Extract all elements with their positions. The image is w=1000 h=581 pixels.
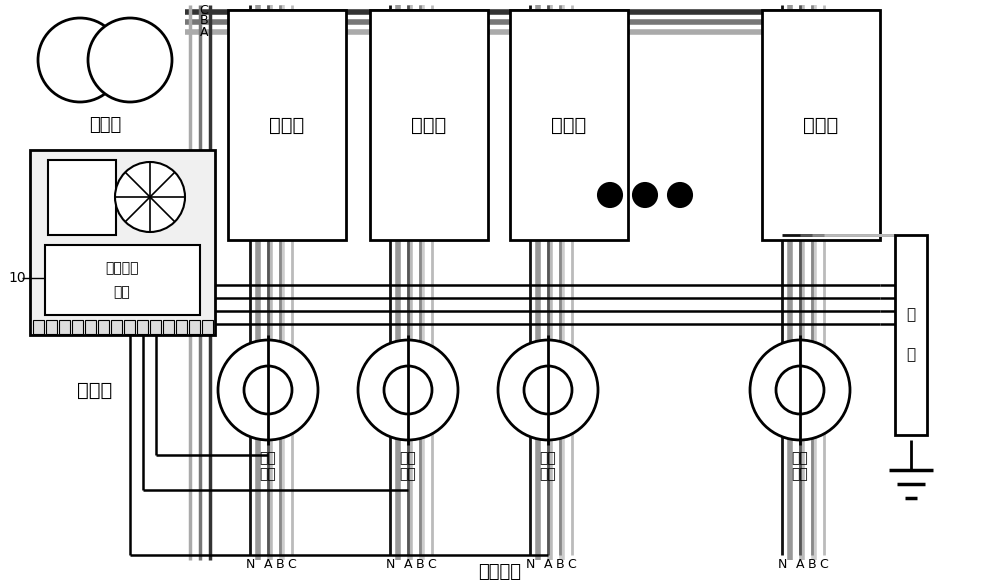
Text: C: C — [568, 558, 576, 571]
Text: A: A — [200, 26, 208, 38]
Text: C: C — [820, 558, 828, 571]
Text: 耦合: 耦合 — [400, 451, 416, 465]
Text: 至用电侧: 至用电侧 — [479, 563, 522, 581]
Text: B: B — [556, 558, 564, 571]
Circle shape — [384, 366, 432, 414]
Text: A: A — [796, 558, 804, 571]
Circle shape — [750, 340, 850, 440]
Circle shape — [358, 340, 458, 440]
Bar — [59, 320, 70, 334]
Text: 变压器: 变压器 — [89, 116, 121, 134]
Text: C: C — [428, 558, 436, 571]
Text: B: B — [416, 558, 424, 571]
Bar — [30, 150, 215, 335]
Text: N: N — [525, 558, 535, 571]
Text: C: C — [199, 3, 208, 16]
Text: A: A — [404, 558, 412, 571]
Text: 排: 排 — [906, 347, 916, 363]
Bar — [510, 10, 628, 240]
Text: 载波通信: 载波通信 — [105, 261, 139, 275]
Circle shape — [524, 366, 572, 414]
Bar — [72, 320, 83, 334]
Text: A: A — [264, 558, 272, 571]
Circle shape — [38, 18, 122, 102]
Text: 磁环: 磁环 — [400, 467, 416, 481]
Text: N: N — [245, 558, 255, 571]
Text: B: B — [808, 558, 816, 571]
Circle shape — [218, 340, 318, 440]
Circle shape — [244, 366, 292, 414]
Bar — [48, 160, 116, 235]
Text: 开关柜: 开关柜 — [803, 116, 839, 134]
Bar — [228, 10, 346, 240]
Text: 开关柜: 开关柜 — [269, 116, 305, 134]
Circle shape — [668, 183, 692, 207]
Circle shape — [498, 340, 598, 440]
Circle shape — [598, 183, 622, 207]
Bar — [202, 320, 213, 334]
Bar — [85, 320, 96, 334]
Text: 开关柜: 开关柜 — [551, 116, 587, 134]
Text: 开关柜: 开关柜 — [411, 116, 447, 134]
Text: 模块: 模块 — [114, 285, 130, 299]
Bar — [370, 10, 488, 240]
Circle shape — [115, 162, 185, 232]
Text: 磁环: 磁环 — [792, 467, 808, 481]
Bar — [189, 320, 200, 334]
Bar — [33, 320, 44, 334]
Bar — [176, 320, 187, 334]
Text: N: N — [385, 558, 395, 571]
Bar — [895, 235, 927, 435]
Text: B: B — [276, 558, 284, 571]
Text: C: C — [288, 558, 296, 571]
Text: B: B — [199, 15, 208, 27]
Bar — [163, 320, 174, 334]
Text: 耦合: 耦合 — [792, 451, 808, 465]
Bar — [124, 320, 135, 334]
Circle shape — [776, 366, 824, 414]
Bar — [98, 320, 109, 334]
Bar — [150, 320, 161, 334]
Text: 信号线: 信号线 — [77, 381, 113, 400]
Text: 磁环: 磁环 — [260, 467, 276, 481]
Circle shape — [88, 18, 172, 102]
Text: 耦合: 耦合 — [540, 451, 556, 465]
Circle shape — [633, 183, 657, 207]
Bar — [46, 320, 57, 334]
Text: 铜: 铜 — [906, 307, 916, 322]
Text: 耦合: 耦合 — [260, 451, 276, 465]
Bar — [137, 320, 148, 334]
Text: A: A — [544, 558, 552, 571]
Bar — [45, 245, 200, 315]
Bar — [111, 320, 122, 334]
Text: 10: 10 — [8, 271, 26, 285]
Bar — [762, 10, 880, 240]
Text: N: N — [777, 558, 787, 571]
Text: 磁环: 磁环 — [540, 467, 556, 481]
